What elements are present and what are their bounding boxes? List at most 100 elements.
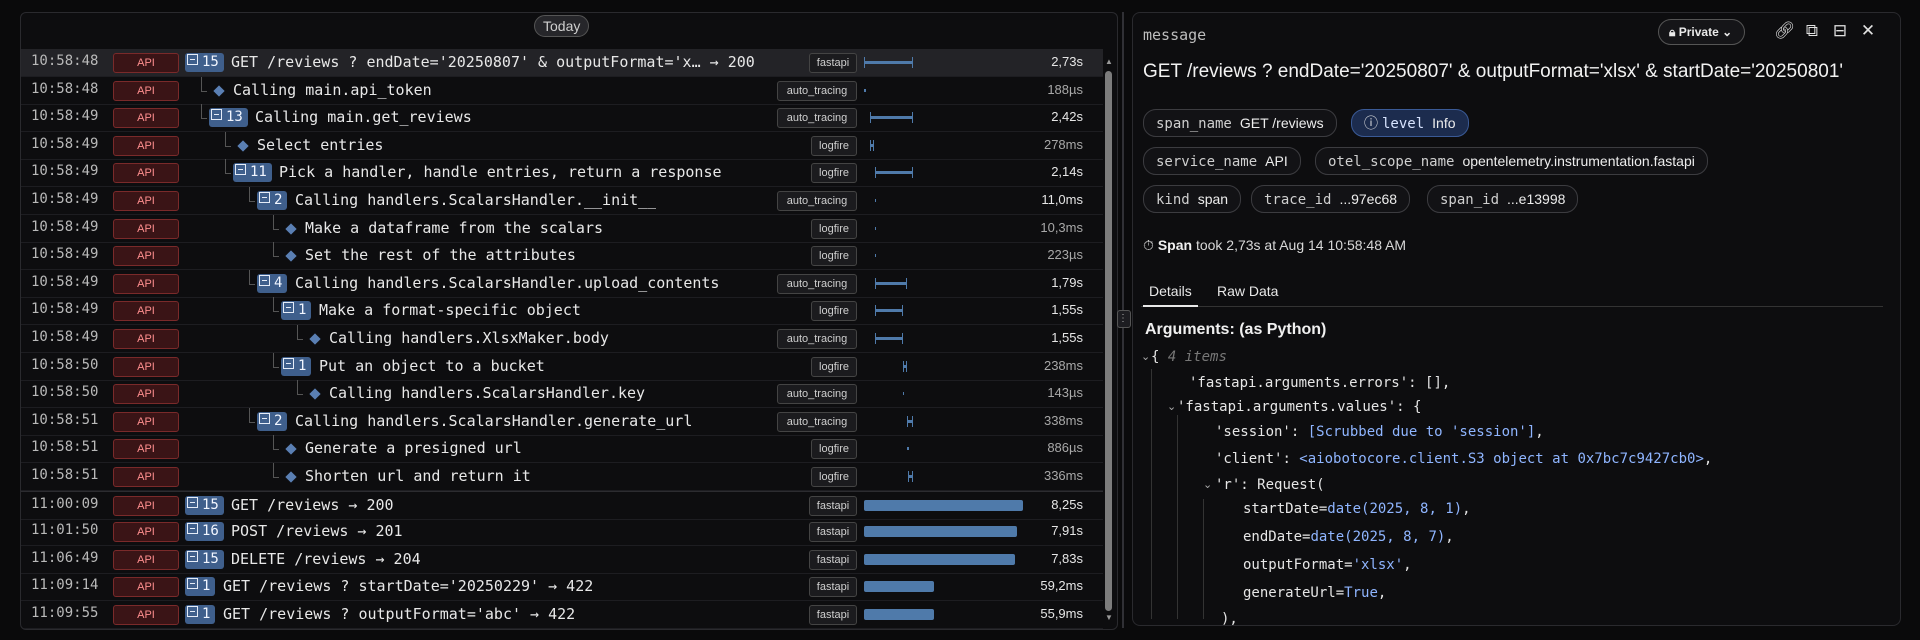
instrumentation-tag: fastapi (809, 495, 857, 516)
trace-row[interactable]: 10:58:49 API Make a dataframe from the sca… (21, 214, 1103, 243)
external-link-icon[interactable]: ⧉ (1805, 21, 1819, 40)
chip-service-name[interactable]: service_name API (1143, 147, 1301, 175)
child-count-toggle[interactable]: 4 (257, 273, 288, 293)
chip-otel-scope-name[interactable]: otel_scope_name opentelemetry.instrumenta… (1315, 147, 1708, 175)
trace-row[interactable]: 11:01:50 API 16 POST /reviews → 201 fastapi 7… (21, 518, 1103, 547)
child-count-toggle[interactable]: 1 (185, 577, 216, 597)
tree-line (249, 407, 250, 422)
duration-bar-cap (901, 333, 903, 344)
tree-line (297, 325, 298, 339)
span-name: Make a dataframe from the scalars (305, 218, 604, 237)
span-duration: 336ms (1043, 468, 1083, 483)
child-count-toggle[interactable]: 15 (185, 495, 224, 515)
trace-row[interactable]: 10:58:49 API Set the rest of the attribute… (21, 242, 1103, 271)
child-count-toggle[interactable]: 1 (185, 605, 216, 624)
span-name: POST /reviews → 201 (231, 522, 403, 541)
duration-bar-cap (864, 57, 865, 68)
collapse-caret-icon[interactable]: ⌄ (1167, 401, 1177, 413)
row-timestamp: 10:58:51 (31, 411, 99, 428)
child-count: 16 (202, 523, 219, 540)
collapse-box-icon (187, 54, 198, 65)
child-count-toggle[interactable]: 16 (185, 522, 224, 542)
trace-row[interactable]: 10:58:49 API 4 Calling handlers.ScalarsHand… (21, 269, 1103, 298)
collapse-box-icon (187, 550, 198, 562)
trace-row[interactable]: 11:00:09 API 15 GET /reviews → 200 fastapi 8,… (21, 490, 1103, 520)
tab-raw-data[interactable]: Raw Data (1217, 283, 1279, 299)
code-startdate-line: startDate=date(2025, 8, 1), (1243, 501, 1471, 517)
chip-level[interactable]: ⓘ level Info (1351, 109, 1469, 137)
visibility-dropdown[interactable]: 🔒︎ Private ⌄ (1658, 19, 1746, 45)
service-badge: API (113, 108, 179, 129)
trace-row[interactable]: 10:58:49 API Calling handlers.XlsxMaker.bo… (21, 325, 1103, 353)
scrollbar-thumb[interactable] (1105, 71, 1112, 611)
collapse-box-icon (235, 164, 246, 176)
span-name: GET /reviews → 200 (231, 495, 394, 514)
code-request-line: 'r': Request( (1215, 477, 1325, 493)
splitter-grip-icon[interactable]: ⋮⋮ (1117, 310, 1138, 328)
chip-kind[interactable]: kind span (1143, 185, 1242, 213)
trace-row[interactable]: 11:06:49 API 15 DELETE /reviews → 204 fastap… (21, 546, 1103, 574)
code-session-line: 'session': [Scrubbed due to 'session'], (1215, 424, 1544, 440)
close-icon[interactable]: ✕ (1860, 21, 1876, 40)
instrumentation-tag: logfire (811, 301, 857, 322)
span-diamond-icon (285, 443, 297, 456)
span-title: GET /reviews ? endDate='20250807' & outp… (1143, 61, 1844, 82)
child-count-toggle[interactable]: 13 (209, 108, 248, 128)
instrumentation-tag: logfire (811, 439, 857, 460)
code-values-line: 'fastapi.arguments.values': { (1177, 399, 1422, 415)
trace-row[interactable]: 10:58:51 API Generate a presigned url logfi… (21, 435, 1103, 464)
link-icon[interactable]: 🔗︎ (1774, 21, 1796, 40)
timeline-scrollbar[interactable]: ▲ ▼ (1105, 57, 1113, 622)
child-count-toggle[interactable]: 1 (281, 301, 312, 321)
child-count: 11 (250, 164, 267, 181)
row-timestamp: 10:58:51 (31, 467, 99, 483)
instrumentation-tag: auto_tracing (777, 273, 857, 294)
trace-row[interactable]: 10:58:50 API 1 Put an object to a bucket log… (21, 352, 1103, 381)
collapse-box-icon (211, 109, 222, 121)
tree-line (297, 394, 303, 396)
span-name: Calling main.api_token (233, 80, 432, 99)
span-duration: 1,55s (1051, 330, 1083, 345)
span-name: GET /reviews ? startDate='20250229' → 42… (223, 577, 594, 596)
details-label: message (1143, 26, 1207, 44)
service-badge: API (113, 191, 179, 211)
trace-row[interactable]: 11:09:55 API 1 GET /reviews ? outputFormat=… (21, 601, 1103, 629)
collapse-icon[interactable]: ⊟ (1832, 21, 1848, 40)
service-badge: API (113, 356, 179, 377)
trace-row[interactable]: 10:58:49 API 13 Calling main.get_reviews aut… (21, 104, 1103, 133)
span-duration: 11,0ms (1041, 192, 1083, 207)
trace-row[interactable]: 10:58:48 API Calling main.api_token auto_tr… (21, 76, 1103, 105)
chip-trace-id[interactable]: trace_id ...97ec68 (1251, 185, 1411, 213)
tree-line (297, 380, 298, 395)
child-count-toggle[interactable]: 15 (185, 549, 224, 569)
code-outputformat-line: outputFormat='xlsx', (1243, 557, 1412, 573)
collapse-box-icon (187, 606, 198, 617)
duration-bar (902, 364, 908, 368)
trace-row[interactable]: 10:58:49 API 11 Pick a handler, handle entr… (21, 159, 1103, 188)
trace-row[interactable]: 10:58:49 API 2 Calling handlers.ScalarsHand… (21, 187, 1103, 215)
trace-row[interactable]: 10:58:51 API Shorten url and return it logf… (21, 463, 1103, 491)
child-count-toggle[interactable]: 11 (233, 163, 272, 183)
tree-line (201, 104, 202, 119)
chip-span-id[interactable]: span_id ...e13998 (1427, 185, 1579, 213)
scroll-down-arrow-icon[interactable]: ▼ (1105, 613, 1113, 622)
trace-row[interactable]: 10:58:49 API 1 Make a format-specific objec… (21, 297, 1103, 326)
trace-row[interactable]: 10:58:49 API Select entries logfire 278ms (21, 131, 1103, 160)
tab-details[interactable]: Details (1143, 280, 1198, 307)
child-count-toggle[interactable]: 15 (185, 53, 224, 72)
trace-row[interactable]: 10:58:50 API Calling handlers.ScalarsHandl… (21, 380, 1103, 409)
chip-span-name[interactable]: span_name GET /reviews (1143, 109, 1337, 137)
collapse-caret-icon[interactable]: ⌄ (1203, 479, 1213, 491)
instrumentation-tag: fastapi (809, 605, 857, 625)
trace-row[interactable]: 11:09:14 API 1 GET /reviews ? startDate='20… (21, 573, 1103, 602)
trace-row[interactable]: 10:58:51 API 2 Calling handlers.ScalarsHand… (21, 407, 1103, 436)
child-count-toggle[interactable]: 2 (257, 191, 288, 210)
scroll-up-arrow-icon[interactable]: ▲ (1105, 57, 1113, 66)
trace-row[interactable]: 10:58:48 API 15 GET /reviews ? endDate='202… (21, 49, 1103, 77)
tree-line (225, 131, 226, 146)
child-count-toggle[interactable]: 1 (281, 356, 312, 376)
duration-bar (907, 419, 914, 423)
child-count-toggle[interactable]: 2 (257, 411, 288, 431)
tree-line (249, 421, 255, 423)
collapse-caret-icon[interactable]: ⌄ (1141, 351, 1151, 363)
